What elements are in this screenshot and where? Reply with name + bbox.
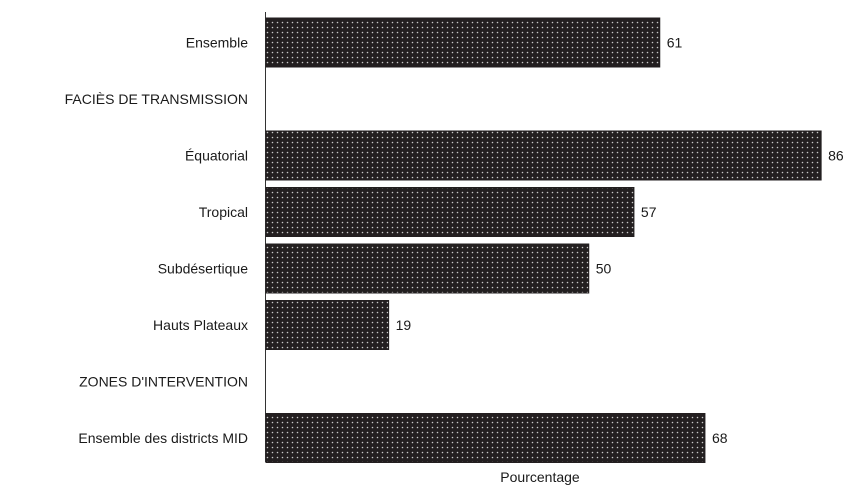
value-label: 86 (828, 148, 844, 164)
category-label: Tropical (199, 204, 248, 220)
bars (265, 17, 822, 463)
category-label: Hauts Plateaux (153, 317, 248, 333)
value-label: 50 (596, 261, 612, 277)
bar (265, 187, 635, 237)
category-label: FACIÈS DE TRANSMISSION (65, 91, 248, 107)
category-label: Ensemble (186, 35, 248, 51)
value-label: 68 (712, 430, 728, 446)
value-label: 19 (396, 317, 412, 333)
category-label: Équatorial (185, 148, 248, 164)
bar (265, 243, 590, 294)
value-label: 57 (641, 204, 657, 220)
value-labels: 61 86 57 50 19 68 (396, 35, 844, 447)
bar (265, 413, 706, 463)
x-axis-title: Pourcentage (500, 469, 580, 485)
category-label: Ensemble des districts MID (78, 430, 248, 446)
value-label: 61 (667, 35, 683, 51)
bar (265, 300, 390, 350)
bar (265, 130, 822, 181)
category-labels: Ensemble FACIÈS DE TRANSMISSION Équatorial… (65, 35, 249, 447)
bar (265, 17, 661, 68)
category-label: ZONES D'INTERVENTION (79, 374, 248, 390)
category-label: Subdésertique (158, 261, 249, 277)
